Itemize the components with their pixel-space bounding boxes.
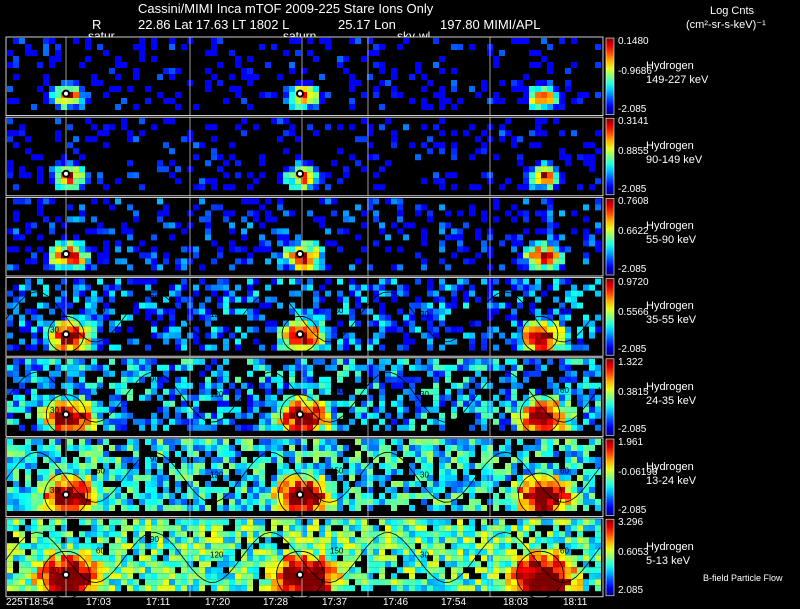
panel-species-energy: Hydrogen 24-35 keV xyxy=(646,380,697,407)
x-tick-label: 17:20 xyxy=(205,597,231,608)
panel-species-energy: Hydrogen 55-90 keV xyxy=(646,220,697,247)
x-tick-label: 17:28 xyxy=(263,597,289,608)
colorbar-max: 0.7608 xyxy=(618,196,649,208)
colorbar-mid: 0.8855 xyxy=(618,146,649,158)
colorbar-2 xyxy=(605,117,615,196)
colorbar-5 xyxy=(605,358,615,436)
contour-label: 60 xyxy=(96,386,105,395)
chart-title: Cassini/MIMI Inca mTOF 2009-225 Stare Io… xyxy=(138,1,434,16)
panel-1 xyxy=(5,36,604,116)
colorbar-3 xyxy=(605,198,615,276)
x-tick-label: 17:54 xyxy=(441,597,467,608)
contour-label: 60 xyxy=(96,306,105,315)
contour-label: 90 xyxy=(150,374,159,383)
contour-label: 150 xyxy=(330,306,344,315)
colorbar-min: -2.085 xyxy=(618,424,647,436)
contour-label: 90 xyxy=(150,535,159,544)
colorbar-max: 1.961 xyxy=(618,437,644,448)
colorbar-mid: -0.06196 xyxy=(618,467,658,478)
contour-label: 60 xyxy=(560,306,569,315)
orbit-lat-lt-l: 22.86 Lat 17.63 LT 1802 L xyxy=(138,17,290,32)
colorbar-max: 0.3141 xyxy=(618,116,649,128)
x-tick-label: 225T18:54 xyxy=(6,597,54,608)
contour-label: 30 xyxy=(50,566,59,575)
x-tick-label: 18:11 xyxy=(563,597,588,608)
contour-label: 120 xyxy=(210,390,224,399)
x-tick-label: 17:03 xyxy=(86,597,112,608)
colorbar-min: -2.085 xyxy=(618,264,647,275)
panel-species-energy: Hydrogen 90-149 keV xyxy=(646,140,703,167)
panel-6: 30 60 90 120 150 30 60 xyxy=(5,437,604,517)
x-tick-label: 18:03 xyxy=(503,597,529,608)
colorbar-6 xyxy=(605,438,615,516)
colorbar-max: 3.296 xyxy=(618,517,644,529)
panel-3 xyxy=(5,196,604,277)
contour-label: 150 xyxy=(330,466,344,475)
panel-7: 30 60 90 120 150 30 60 xyxy=(5,517,604,599)
panel-species-energy: Hydrogen 13-24 keV xyxy=(646,460,697,487)
colorbar-mid: 0.6622 xyxy=(618,226,649,238)
colorbar-1 xyxy=(605,37,615,115)
colorbar-max: 0.1480 xyxy=(618,36,649,47)
colorbar-title-line2: (cm²-sr-s-keV)⁻¹ xyxy=(686,19,766,31)
colorbar-min: 2.085 xyxy=(618,584,644,596)
contour-label: 120 xyxy=(210,310,224,319)
panel-species-energy: Hydrogen 35-55 keV xyxy=(646,300,697,327)
contour-label: 30 xyxy=(420,470,429,479)
contour-label: 120 xyxy=(210,551,224,560)
x-tick-label: 17:11 xyxy=(146,597,171,608)
panel-2 xyxy=(5,116,604,197)
colorbar-min: -2.085 xyxy=(618,183,647,195)
colorbar-mid: 0.3815 xyxy=(618,386,649,398)
orbit-lon: 25.17 Lon xyxy=(338,17,396,32)
contour-label: 90 xyxy=(150,294,159,303)
colorbar-max: 0.9720 xyxy=(618,276,649,288)
colorbar-min: -2.085 xyxy=(618,103,647,115)
colorbar-min: -2.085 xyxy=(618,344,647,356)
colorbar-mid: 0.5566 xyxy=(618,306,649,318)
x-tick-label: 17:37 xyxy=(322,597,348,608)
colorbar-title-line1: Log Cnts xyxy=(710,5,755,17)
contour-label: 30 xyxy=(420,310,429,319)
panel-species-energy: Hydrogen 5-13 keV xyxy=(646,541,694,568)
orbit-r-label: R xyxy=(92,17,102,32)
colorbar-mid: -0.9686 xyxy=(618,66,652,77)
bfield-legend: B-field Particle Flow xyxy=(703,573,783,583)
contour-label: 60 xyxy=(96,466,105,475)
contour-label: 30 xyxy=(50,486,59,495)
colorbar-mid: 0.6053 xyxy=(618,547,649,559)
contour-label: 30 xyxy=(420,390,429,399)
colorbar-4 xyxy=(605,278,615,356)
contour-label: 60 xyxy=(560,386,569,395)
x-tick-label: 17:46 xyxy=(383,597,409,608)
contour-label: 60 xyxy=(560,466,569,475)
colorbar-min: -2.085 xyxy=(618,504,647,516)
contour-label: 60 xyxy=(96,547,105,556)
contour-label: 120 xyxy=(210,470,224,479)
colorbar-max: 1.322 xyxy=(618,356,644,368)
panel-4: 30 60 90 120 150 30 60 xyxy=(5,277,604,357)
panel-5: 30 60 90 120 150 30 60 xyxy=(5,357,604,437)
orbit-mimi: 197.80 MIMI/APL xyxy=(440,17,541,32)
colorbar-7 xyxy=(605,518,615,597)
contour-label: 30 xyxy=(420,551,429,560)
contour-label: 60 xyxy=(560,547,569,556)
contour-label: 150 xyxy=(330,386,344,395)
contour-label: 30 xyxy=(50,326,59,335)
panel-species-energy: Hydrogen 149-227 keV xyxy=(646,59,709,86)
contour-label: 150 xyxy=(330,547,344,556)
contour-label: 90 xyxy=(150,455,159,464)
contour-label: 30 xyxy=(50,406,59,415)
